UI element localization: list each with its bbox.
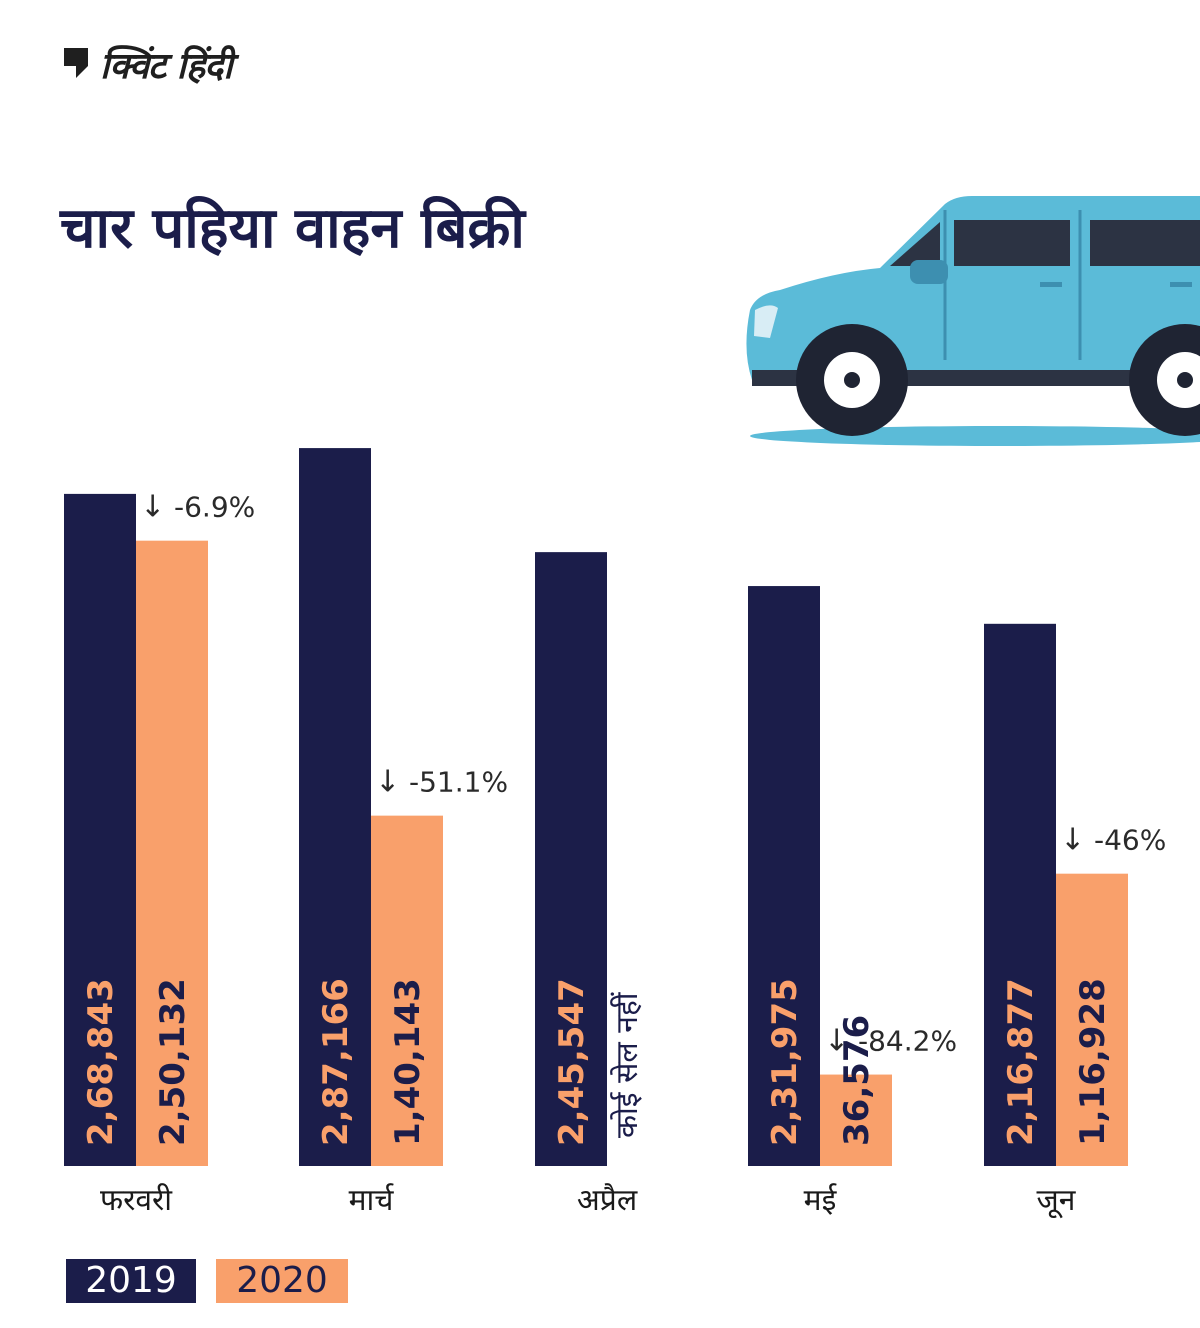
category-label: मार्च [349,1183,395,1218]
change-arrow-icon: ↓ [375,765,400,800]
bar-2019 [299,448,371,1167]
bar-label-2020: 36,576 [837,1015,877,1146]
change-arrow-icon: ↓ [824,1024,849,1059]
change-arrow-icon: ↓ [140,490,165,525]
category-label: फरवरी [100,1183,173,1218]
bar-2019 [64,493,136,1167]
legend-item-2019: 2019 [66,1259,196,1303]
bar-2020 [1056,873,1128,1166]
change-arrow-icon: ↓ [1060,823,1085,858]
category-label: मई [804,1183,838,1218]
bar-2020 [136,540,208,1166]
bar-label-2020: 1,16,928 [1073,978,1113,1146]
brand-name: क्विंट हिंदी [100,46,233,87]
bar-2020 [371,815,443,1166]
no-sales-label: कोई सेल नहीं [610,991,645,1138]
bar-label-2020: 1,40,143 [388,978,428,1146]
bar-label-2019: 2,68,843 [81,978,121,1146]
bar-label-2019: 2,31,975 [765,978,805,1146]
category-label: अप्रैल [577,1183,638,1218]
quote-mark-icon [64,48,88,78]
change-label: -51.1% [409,766,508,799]
category-label: जून [1037,1183,1077,1219]
legend-item-2020: 2020 [216,1259,348,1303]
bar-label-2019: 2,45,547 [552,978,592,1146]
bar-label-2019: 2,87,166 [316,978,356,1146]
page-title: चार पहिया वाहन बिक्री [60,196,525,261]
change-label: -6.9% [174,491,255,524]
bar-2019 [535,552,607,1166]
car-icon [746,196,1200,446]
bar-label-2020: 2,50,132 [153,978,193,1146]
bar-2019 [748,586,820,1166]
change-label: -84.2% [858,1025,957,1058]
bar-2019 [984,623,1056,1166]
bar-2020 [820,1074,892,1166]
bar-label-2019: 2,16,877 [1001,978,1041,1146]
change-label: -46% [1094,824,1166,857]
